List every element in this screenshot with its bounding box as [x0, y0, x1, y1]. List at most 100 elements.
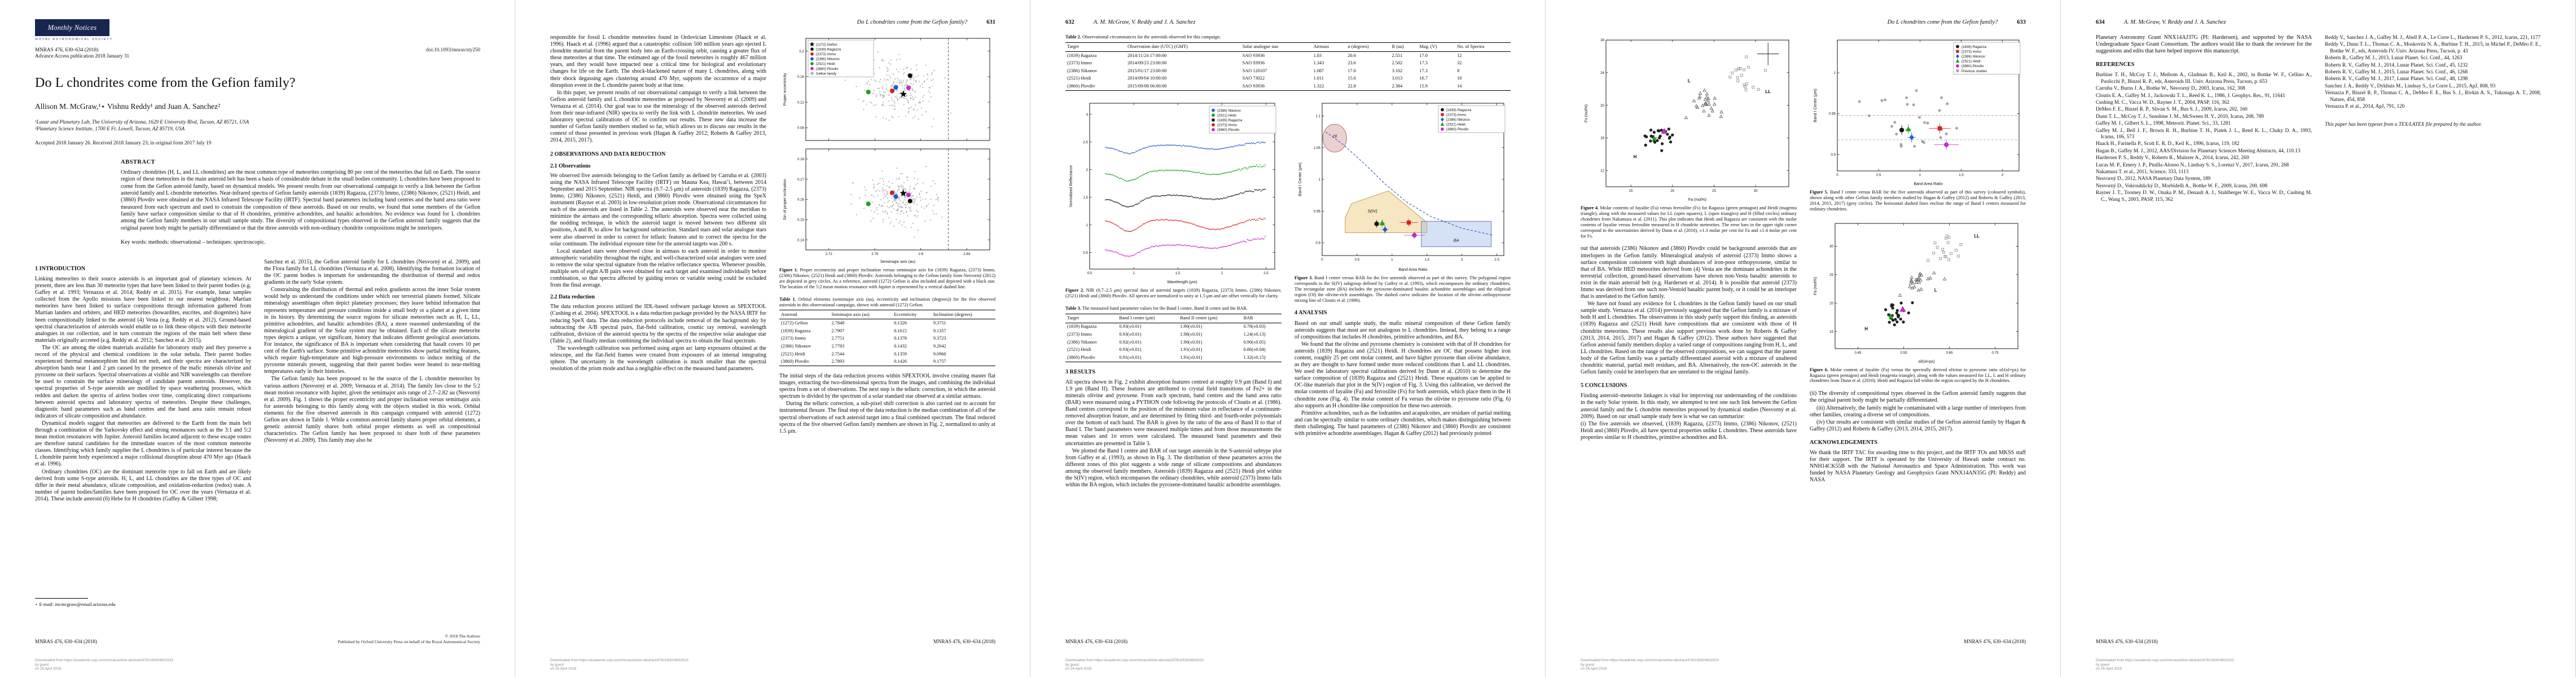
paragraph: We thank the IRTF TAC for awarding time … — [1810, 450, 2026, 483]
svg-text:0.5: 0.5 — [1087, 271, 1092, 275]
table-2-grid: Target Observation date (UTC) (GMT) Solar … — [1065, 42, 1511, 91]
figure-5-label: Figure 5. — [1810, 190, 1828, 195]
abstract-block: ABSTRACT Ordinary chondrites (H, L, and … — [121, 159, 480, 245]
svg-text:Sin of proper inclination: Sin of proper inclination — [783, 179, 787, 220]
table-cell: 2015/01/17 23:00:00 — [1127, 68, 1167, 73]
svg-text:1.5: 1.5 — [1959, 173, 1964, 177]
download-by: by guest — [1581, 662, 1595, 667]
journal-reference-footer: MNRAS 476, 630–634 (2018) — [2096, 639, 2158, 644]
journal-reference: MNRAS 476, 630–634 (2018) — [35, 47, 99, 52]
table-cell: 16.7 — [1419, 76, 1428, 81]
data-table: Asteroid Semimajor axis (au) Eccentricity I… — [779, 310, 995, 367]
running-title: Do L chondrites come from the Gefion fam… — [857, 19, 968, 25]
svg-text:0.55: 0.55 — [1900, 351, 1907, 355]
table-cell: (1839) Ragazza — [781, 328, 811, 333]
svg-text:2: 2 — [1086, 168, 1088, 172]
journal-reference-footer: MNRAS 476, 630–634 (2018) — [35, 639, 98, 644]
paragraph: Dynamical models suggest that meteorites… — [35, 420, 251, 468]
paragraph: We have not found any evidence for L cho… — [1581, 301, 1797, 376]
section-heading-conclusions: 5 CONCLUSIONS — [1581, 383, 1627, 389]
section-heading-introduction: 1 INTRODUCTION — [35, 265, 86, 272]
svg-text:Band Area Ratio: Band Area Ratio — [1398, 268, 1427, 272]
svg-text:H: H — [1633, 154, 1636, 159]
svg-text:(1272) Gefion: (1272) Gefion — [816, 43, 837, 47]
table-cell: 3.013 — [1392, 76, 1403, 81]
table-3-grid: Target Band I centre (μm) Band II centre (… — [1065, 313, 1282, 362]
table-3: Table 3. The measured band parameter val… — [1065, 306, 1282, 362]
plot-frame: 2.72 2.76 2.8 2.84 0.14 0.15 0.16 0.17 0.18 Semim… — [783, 148, 990, 264]
figure-3-label: Figure 3. — [1294, 275, 1313, 280]
table-row: (1839) Ragazza 0.93(±0.01) 1.90(±0.01) 0.78… — [1065, 323, 1282, 331]
svg-text:2.76: 2.76 — [871, 252, 879, 256]
paragraph: We found that the olivine and pyroxene c… — [1294, 341, 1511, 409]
table-cell: 17.3 — [1419, 60, 1428, 66]
table-row: (2373) Immo 2014/09/23 23:00:00 SAO 93936 1… — [1065, 60, 1511, 68]
column-left: 1 INTRODUCTION Linking meteorites to the… — [35, 259, 251, 608]
reference-item: Vernazza P., Binzel R. P., Thomas C. A.,… — [2325, 90, 2541, 102]
running-authors: A. M. McGraw, V. Reddy and J. A. Sanchez — [1093, 19, 1196, 25]
svg-text:Normalized Reflectance: Normalized Reflectance — [1069, 165, 1073, 207]
svg-text:24: 24 — [1600, 71, 1604, 75]
download-url: Downloaded from https://academic.oup.com… — [1581, 658, 1719, 662]
cluster-LL — [1728, 55, 1767, 91]
figure-2-caption: Figure 2. NIR (0.7–2.5 μm) spectral data… — [1065, 288, 1282, 299]
svg-text:1: 1 — [1391, 258, 1393, 262]
acknowledgements-continued: Planetary Astronomy Grant NNX14AJ37G (PI… — [2096, 34, 2312, 55]
svg-text:Wavelength (μm): Wavelength (μm) — [1167, 280, 1197, 284]
svg-text:0.5: 0.5 — [1354, 258, 1359, 262]
spectrum-series — [1104, 141, 1266, 155]
svg-text:Fs (mol%): Fs (mol%) — [1585, 104, 1588, 122]
table-cell: (1839) Ragazza — [1067, 52, 1097, 58]
svg-text:Semimajor axis (au): Semimajor axis (au) — [880, 260, 915, 264]
paragraph: The OC are among the oldest materials av… — [35, 344, 251, 419]
keywords-line: Key words: methods: observational – tech… — [121, 239, 266, 245]
reference-item: Nakamura T. et al., 2011, Science, 333, … — [2096, 169, 2189, 175]
table-cell: 17.0 — [1348, 68, 1356, 73]
svg-text:(1839) Ragazza: (1839) Ragazza — [1961, 45, 1987, 49]
column-header: Asteroid — [779, 310, 830, 320]
plot-frame: 15 20 25 30 12 16 20 24 28 Fa (mol%) Fs (mol%) — [1585, 38, 1789, 202]
table-cell: 32 — [1457, 60, 1462, 66]
asteroid-points — [866, 73, 912, 98]
download-by: by guest — [35, 662, 49, 667]
table-cell: (3860) Plovdiv — [1065, 353, 1118, 362]
reference-item: Dunn T. L., McCoy T. J., Sunshine J. M.,… — [2096, 113, 2264, 119]
paragraph-group: responsible for fossil L chondrite meteo… — [550, 34, 766, 144]
table-2-caption-text: Observational circumstances for the aste… — [1082, 34, 1221, 39]
table-cell: 0.1378 — [894, 336, 907, 341]
download-note: Downloaded from https://academic.oup.com… — [35, 658, 173, 671]
table-cell: 1.90(±0.01) — [1180, 324, 1203, 329]
conclusion-item: (iii) Alternatively, the family might be… — [1810, 405, 2026, 418]
table-cell: 1.011 — [1313, 76, 1324, 81]
cluster-LL — [1926, 234, 1962, 262]
column-header: α (degrees) — [1346, 42, 1390, 52]
table-cell: SAO 93936 — [1242, 52, 1265, 58]
reference-item: Gaffey M. J., Gilbert S. L., 1998, Meteo… — [2096, 120, 2231, 126]
column-left: responsible for fossil L chondrite meteo… — [550, 34, 766, 373]
column-header: No. of Spectra — [1455, 42, 1511, 52]
column-left: 15 20 25 30 12 16 20 24 28 Fa (mol%) Fs (mol%) H L LL… — [1581, 34, 1797, 442]
copyright-line: © 2018 The Authors — [445, 634, 480, 639]
table-row: (3860) Plovdiv 0.91(±0.01) 1.91(±0.01) 1.32… — [1065, 353, 1282, 362]
download-date: on 26 April 2018 — [2096, 667, 2122, 671]
conclusions-intro-group: Finding asteroid–meteorite linkages is v… — [1581, 393, 1797, 420]
table-1: Table 1. Orbital elements (semimajor axi… — [779, 297, 995, 367]
column-right: 0 0.5 1 1.5 2 0.9 0.95 1 Band Area Ratio Band I C… — [1810, 34, 2026, 484]
figure-6-plot: 0.45 0.55 0.65 0.75 15 20 25 30 ol/(ol+px) Fa (mo… — [1814, 223, 2018, 364]
table-cell: 17.3 — [1419, 68, 1428, 73]
svg-text:1.5: 1.5 — [1175, 271, 1180, 275]
doi-link[interactable]: doi:10.1093/mnras/sty250 — [425, 47, 480, 52]
svg-text:0.12: 0.12 — [797, 100, 804, 104]
paragraph-group: We observed five asteroids belonging to … — [550, 173, 766, 289]
column-left: Planetary Astronomy Grant NNX14AJ37G (PI… — [2096, 34, 2312, 203]
paragraph: All spectra shown in Fig. 2 exhibit abso… — [1065, 379, 1282, 447]
svg-text:(2521) Heidi: (2521) Heidi — [1446, 122, 1465, 126]
cluster-L — [1898, 270, 1946, 297]
reference-item: Carruba V., Burns J. A., Bottke W., Nesv… — [2096, 85, 2245, 91]
table-cell: 2.551 — [1392, 52, 1403, 58]
email-footnote[interactable]: ⋆ E-mail: mcmcgraw@email.arizona.edu — [35, 601, 116, 607]
svg-text:Previous studies: Previous studies — [1961, 69, 1987, 73]
svg-text:1.05: 1.05 — [1313, 146, 1320, 150]
svg-text:16: 16 — [1600, 137, 1604, 140]
